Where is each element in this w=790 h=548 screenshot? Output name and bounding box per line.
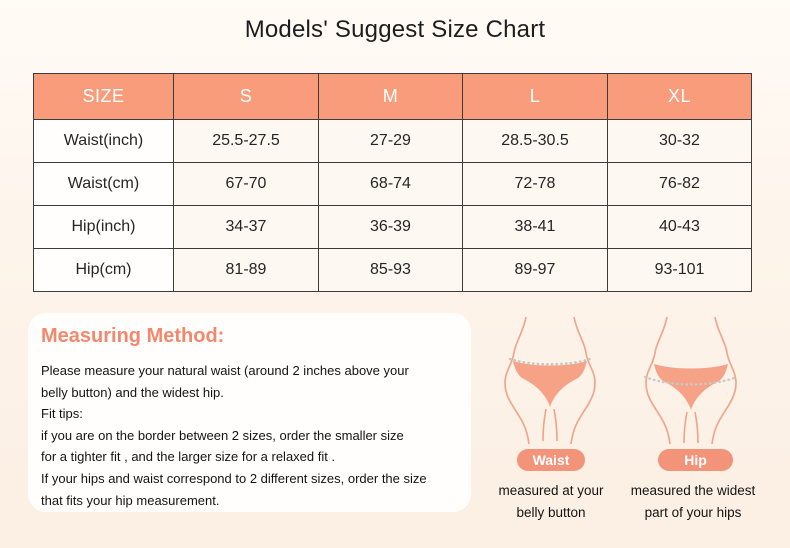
- size-table-header-row: SIZE S M L XL: [33, 73, 752, 120]
- size-table-row: Hip(cm) 81-89 85-93 89-97 93-101: [33, 248, 752, 292]
- size-value-cell: 34-37: [173, 205, 319, 249]
- hip-caption-line2: part of your hips: [644, 504, 742, 520]
- size-value-cell: 27-29: [318, 119, 463, 163]
- hip-badge: Hip: [658, 449, 733, 471]
- size-value-cell: 30-32: [607, 119, 752, 163]
- size-value-cell: 28.5-30.5: [462, 119, 608, 163]
- size-value-cell: 81-89: [173, 248, 319, 292]
- hip-measure-illustration: [641, 316, 741, 445]
- size-value-cell: 72-78: [462, 162, 608, 206]
- header-cell-s: S: [173, 73, 319, 120]
- size-value-cell: 76-82: [607, 162, 752, 206]
- size-value-cell: 38-41: [462, 205, 608, 249]
- row-label-waist-inch: Waist(inch): [33, 119, 174, 163]
- row-label-hip-inch: Hip(inch): [33, 205, 174, 249]
- page-title: Models' Suggest Size Chart: [244, 16, 546, 43]
- waist-figure-icon: [504, 316, 596, 445]
- method-text-line: Fit tips:: [41, 406, 83, 422]
- size-value-cell: 25.5-27.5: [173, 119, 319, 163]
- size-value-cell: 89-97: [462, 248, 608, 292]
- waist-caption-line2: belly button: [516, 504, 586, 520]
- row-label-hip-cm: Hip(cm): [33, 248, 174, 292]
- header-cell-xl: XL: [607, 73, 752, 120]
- method-text-line: Please measure your natural waist (aroun…: [41, 363, 409, 378]
- size-value-cell: 40-43: [607, 205, 752, 249]
- waist-measure-illustration: [500, 316, 600, 445]
- size-value-cell: 93-101: [607, 248, 752, 292]
- header-cell-size: SIZE: [33, 73, 174, 120]
- method-text-line: if you are on the border between 2 sizes…: [41, 427, 404, 443]
- header-cell-l: L: [462, 73, 608, 120]
- waist-caption-line1: measured at your: [498, 483, 604, 498]
- hip-figure-icon: [643, 316, 739, 445]
- method-text-line: belly button) and the widest hip.: [41, 384, 224, 400]
- row-label-waist-cm: Waist(cm): [33, 162, 174, 206]
- size-value-cell: 68-74: [318, 162, 463, 206]
- method-text-line: that fits your hip measurement.: [41, 492, 220, 508]
- size-value-cell: 85-93: [318, 248, 463, 292]
- header-cell-m: M: [318, 73, 463, 120]
- waist-caption: measured at your belly button: [468, 480, 634, 523]
- size-table-row: Hip(inch) 34-37 36-39 38-41 40-43: [33, 205, 752, 249]
- method-text-line: for a tighter fit , and the larger size …: [41, 449, 336, 465]
- size-table-row: Waist(cm) 67-70 68-74 72-78 76-82: [33, 162, 752, 206]
- hip-caption-line1: measured the widest: [630, 483, 756, 498]
- measuring-method-title: Measuring Method:: [41, 325, 225, 347]
- method-text-line: If your hips and waist correspond to 2 d…: [41, 470, 427, 486]
- size-table-row: Waist(inch) 25.5-27.5 27-29 28.5-30.5 30-32: [33, 119, 752, 163]
- size-table: SIZE S M L XL Waist(inch) 25.5-27.5 27-29 2…: [33, 73, 752, 292]
- measuring-method-text: Please measure your natural waist (aroun…: [41, 360, 463, 511]
- hip-caption: measured the widest part of your hips: [608, 480, 778, 523]
- size-value-cell: 36-39: [318, 205, 463, 249]
- waist-badge: Waist: [517, 449, 585, 471]
- measuring-method-card: Measuring Method: Please measure your na…: [28, 313, 471, 512]
- size-value-cell: 67-70: [173, 162, 319, 206]
